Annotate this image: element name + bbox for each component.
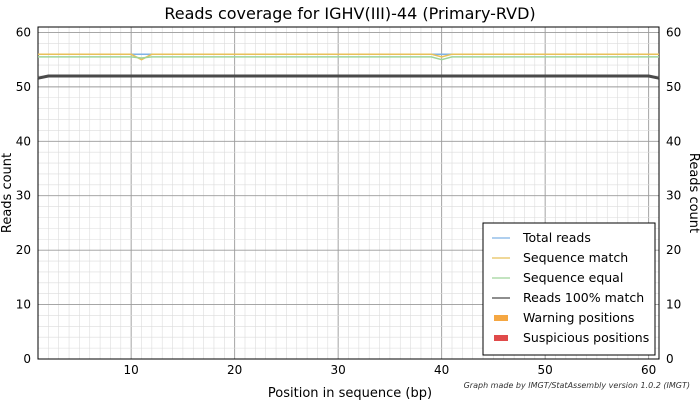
legend-label-reads-100-match: Reads 100% match — [523, 290, 644, 305]
x-axis-title: Position in sequence (bp) — [268, 386, 432, 400]
y-tick-label: 60 — [16, 25, 31, 39]
y-tick-label-right: 60 — [666, 25, 681, 39]
y-tick-label: 30 — [16, 189, 31, 203]
tick-labels: 10 20 30 40 50 60 0 0 10 10 20 20 30 30 40 40 50 50 60 60 — [16, 25, 682, 377]
x-tick-label: 20 — [227, 363, 242, 377]
y-tick-label: 0 — [23, 352, 31, 366]
y-tick-label-right: 0 — [666, 352, 674, 366]
legend-box — [482, 222, 656, 356]
legend-swatch-suspicious-positions — [494, 335, 508, 341]
y-tick-label: 20 — [16, 243, 31, 257]
y-tick-label-right: 20 — [666, 243, 681, 257]
x-tick-label: 50 — [538, 363, 553, 377]
series-line-reads-100-match — [37, 74, 660, 80]
y-tick-label-right: 30 — [666, 189, 681, 203]
legend-label-suspicious-positions: Suspicious positions — [523, 330, 649, 345]
series-line-sequence-match — [38, 53, 659, 61]
x-tick-label: 40 — [434, 363, 449, 377]
x-tick-label: 30 — [331, 363, 346, 377]
legend-label-warning-positions: Warning positions — [523, 310, 634, 325]
y-tick-label: 50 — [16, 80, 31, 94]
legend-label-total-reads: Total reads — [522, 230, 591, 245]
legend: Total reads Sequence match Sequence equal R… — [482, 222, 656, 356]
x-tick-label: 10 — [124, 363, 139, 377]
y-axis-title: Reads count — [0, 153, 15, 233]
legend-label-sequence-match: Sequence match — [523, 250, 628, 265]
series-line-sequence-equal — [38, 56, 659, 61]
legend-swatch-warning-positions — [494, 315, 508, 321]
credit-text: Graph made by IMGT/StatAssembly version … — [464, 381, 690, 390]
plot-frame — [37, 26, 660, 360]
series-layer — [37, 53, 660, 80]
y-tick-label: 40 — [16, 134, 31, 148]
y-tick-label-right: 50 — [666, 80, 681, 94]
chart-title: Reads coverage for IGHV(III)-44 (Primary… — [164, 4, 535, 23]
y-tick-label-right: 40 — [666, 134, 681, 148]
y-tick-label-right: 10 — [666, 298, 681, 312]
x-tick-label: 60 — [641, 363, 656, 377]
y-tick-label: 10 — [16, 298, 31, 312]
y-axis-title-right: Reads count — [686, 153, 700, 233]
legend-label-sequence-equal: Sequence equal — [523, 270, 623, 285]
